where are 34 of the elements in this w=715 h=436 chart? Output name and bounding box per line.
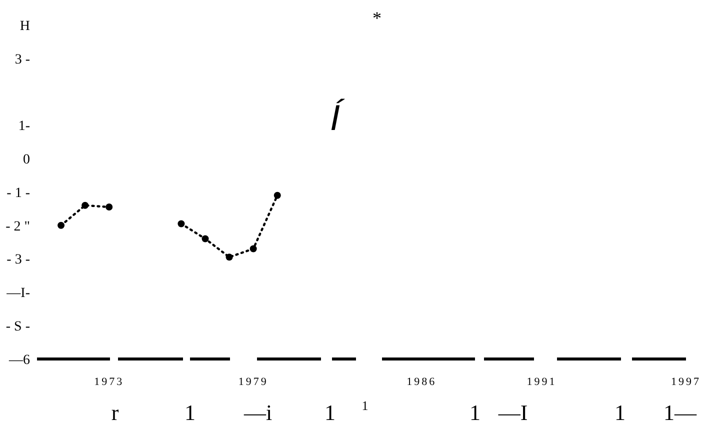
y-tick-label: - 3 -: [6, 252, 30, 268]
y-tick-label: H: [20, 18, 30, 34]
text: 1: [184, 400, 196, 425]
x-tick-label: 1973: [94, 376, 124, 388]
x-tick-label: 1997: [671, 376, 701, 388]
point: [58, 222, 65, 229]
point: [178, 220, 185, 228]
x-tick-label: 1979: [238, 376, 268, 388]
point: [226, 254, 233, 261]
text: 1: [362, 398, 368, 413]
y-tick-label: - 1 -: [6, 186, 30, 201]
point: [106, 204, 113, 211]
annotation: *: [372, 8, 382, 28]
text: r: [111, 400, 120, 425]
text: —I: [497, 400, 528, 425]
text: 1: [324, 400, 336, 425]
x-tick-label: 1986: [406, 376, 437, 388]
point: [274, 192, 281, 199]
text: 1: [470, 400, 480, 425]
y-tick-label: 1-: [18, 119, 30, 134]
point: [82, 202, 89, 209]
text: 1: [614, 400, 626, 425]
y-tick-label: —6: [8, 352, 30, 368]
y-tick-label: - 2 ": [6, 219, 30, 234]
text: 1—: [664, 400, 698, 425]
y-tick-label: 0: [23, 152, 30, 168]
annotation: Í: [330, 97, 345, 138]
y-tick-label: - S -: [6, 320, 30, 334]
point: [250, 245, 257, 252]
y-tick-label: 3 -: [14, 52, 30, 68]
x-tick-label: 1991: [526, 376, 557, 388]
text: —i: [242, 400, 272, 425]
point: [202, 235, 209, 242]
y-tick-label: —I-: [6, 286, 30, 302]
